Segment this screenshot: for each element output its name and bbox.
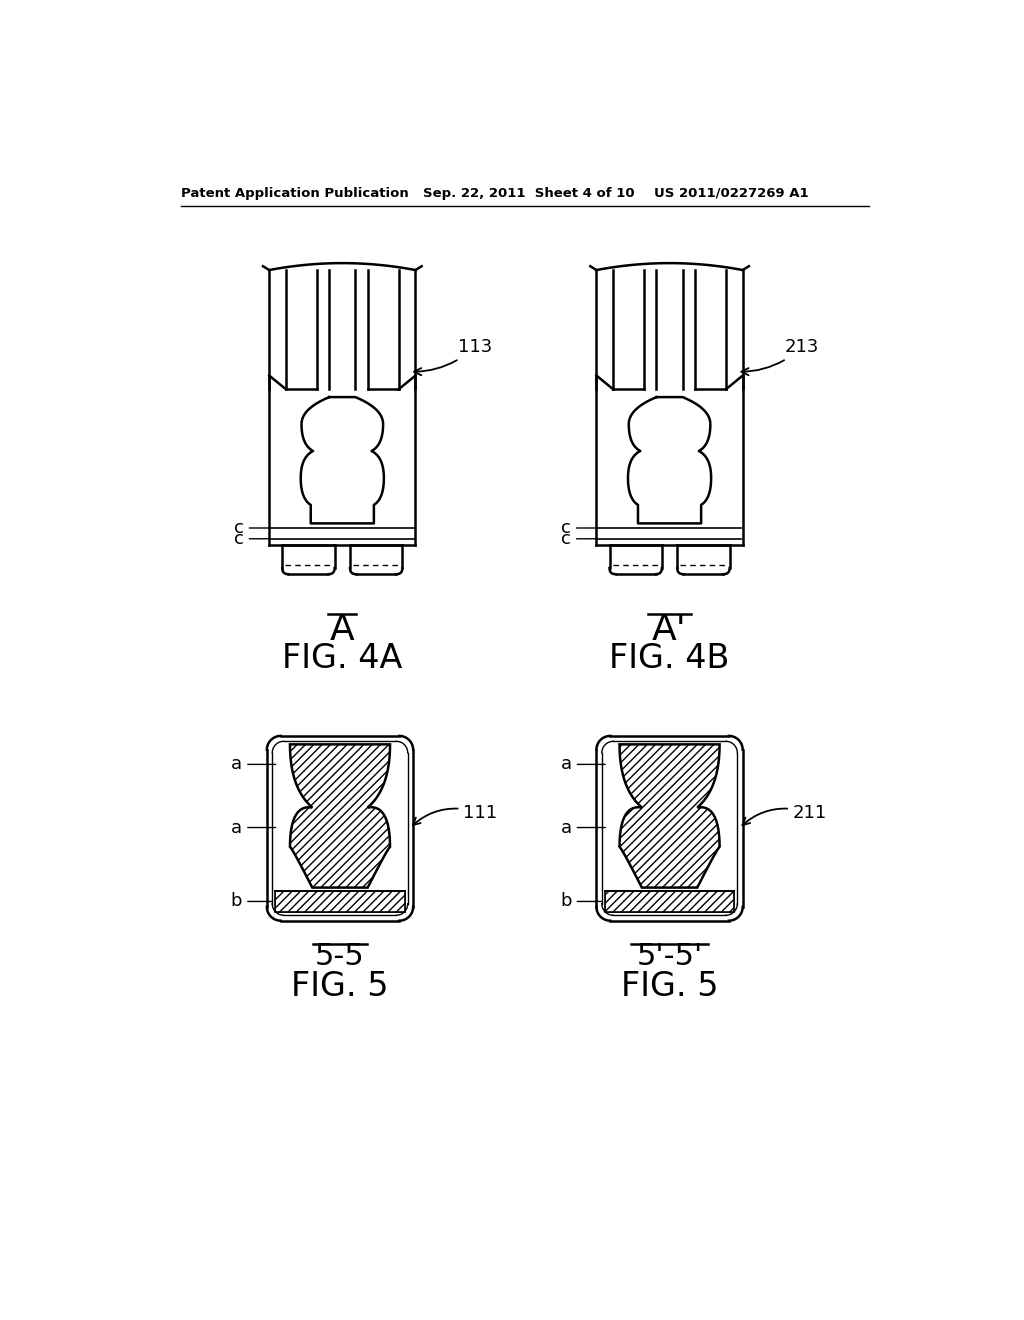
- Polygon shape: [290, 744, 390, 887]
- Text: c: c: [233, 529, 268, 548]
- Text: FIG. 4A: FIG. 4A: [283, 642, 402, 675]
- Text: a: a: [231, 818, 275, 837]
- Text: 5'-5': 5'-5': [637, 942, 702, 972]
- Text: c: c: [561, 519, 596, 537]
- Text: a: a: [561, 818, 605, 837]
- Text: 111: 111: [413, 804, 498, 825]
- Text: A': A': [652, 612, 687, 647]
- Text: b: b: [560, 892, 602, 911]
- Polygon shape: [605, 891, 734, 912]
- Text: 213: 213: [741, 338, 819, 375]
- Text: a: a: [231, 755, 275, 774]
- Text: FIG. 5: FIG. 5: [291, 970, 389, 1003]
- Text: Patent Application Publication: Patent Application Publication: [180, 187, 409, 199]
- Text: b: b: [230, 892, 272, 911]
- Text: Sep. 22, 2011  Sheet 4 of 10: Sep. 22, 2011 Sheet 4 of 10: [423, 187, 635, 199]
- Text: FIG. 4B: FIG. 4B: [609, 642, 730, 675]
- Text: US 2011/0227269 A1: US 2011/0227269 A1: [654, 187, 809, 199]
- Polygon shape: [275, 891, 404, 912]
- Text: A: A: [330, 612, 354, 647]
- Text: 5-5: 5-5: [315, 942, 365, 972]
- Text: 211: 211: [742, 804, 827, 825]
- Text: a: a: [561, 755, 605, 774]
- Text: FIG. 5: FIG. 5: [621, 970, 718, 1003]
- Text: 113: 113: [414, 338, 493, 375]
- Text: c: c: [561, 529, 596, 548]
- Polygon shape: [620, 744, 720, 887]
- Text: c: c: [233, 519, 268, 537]
